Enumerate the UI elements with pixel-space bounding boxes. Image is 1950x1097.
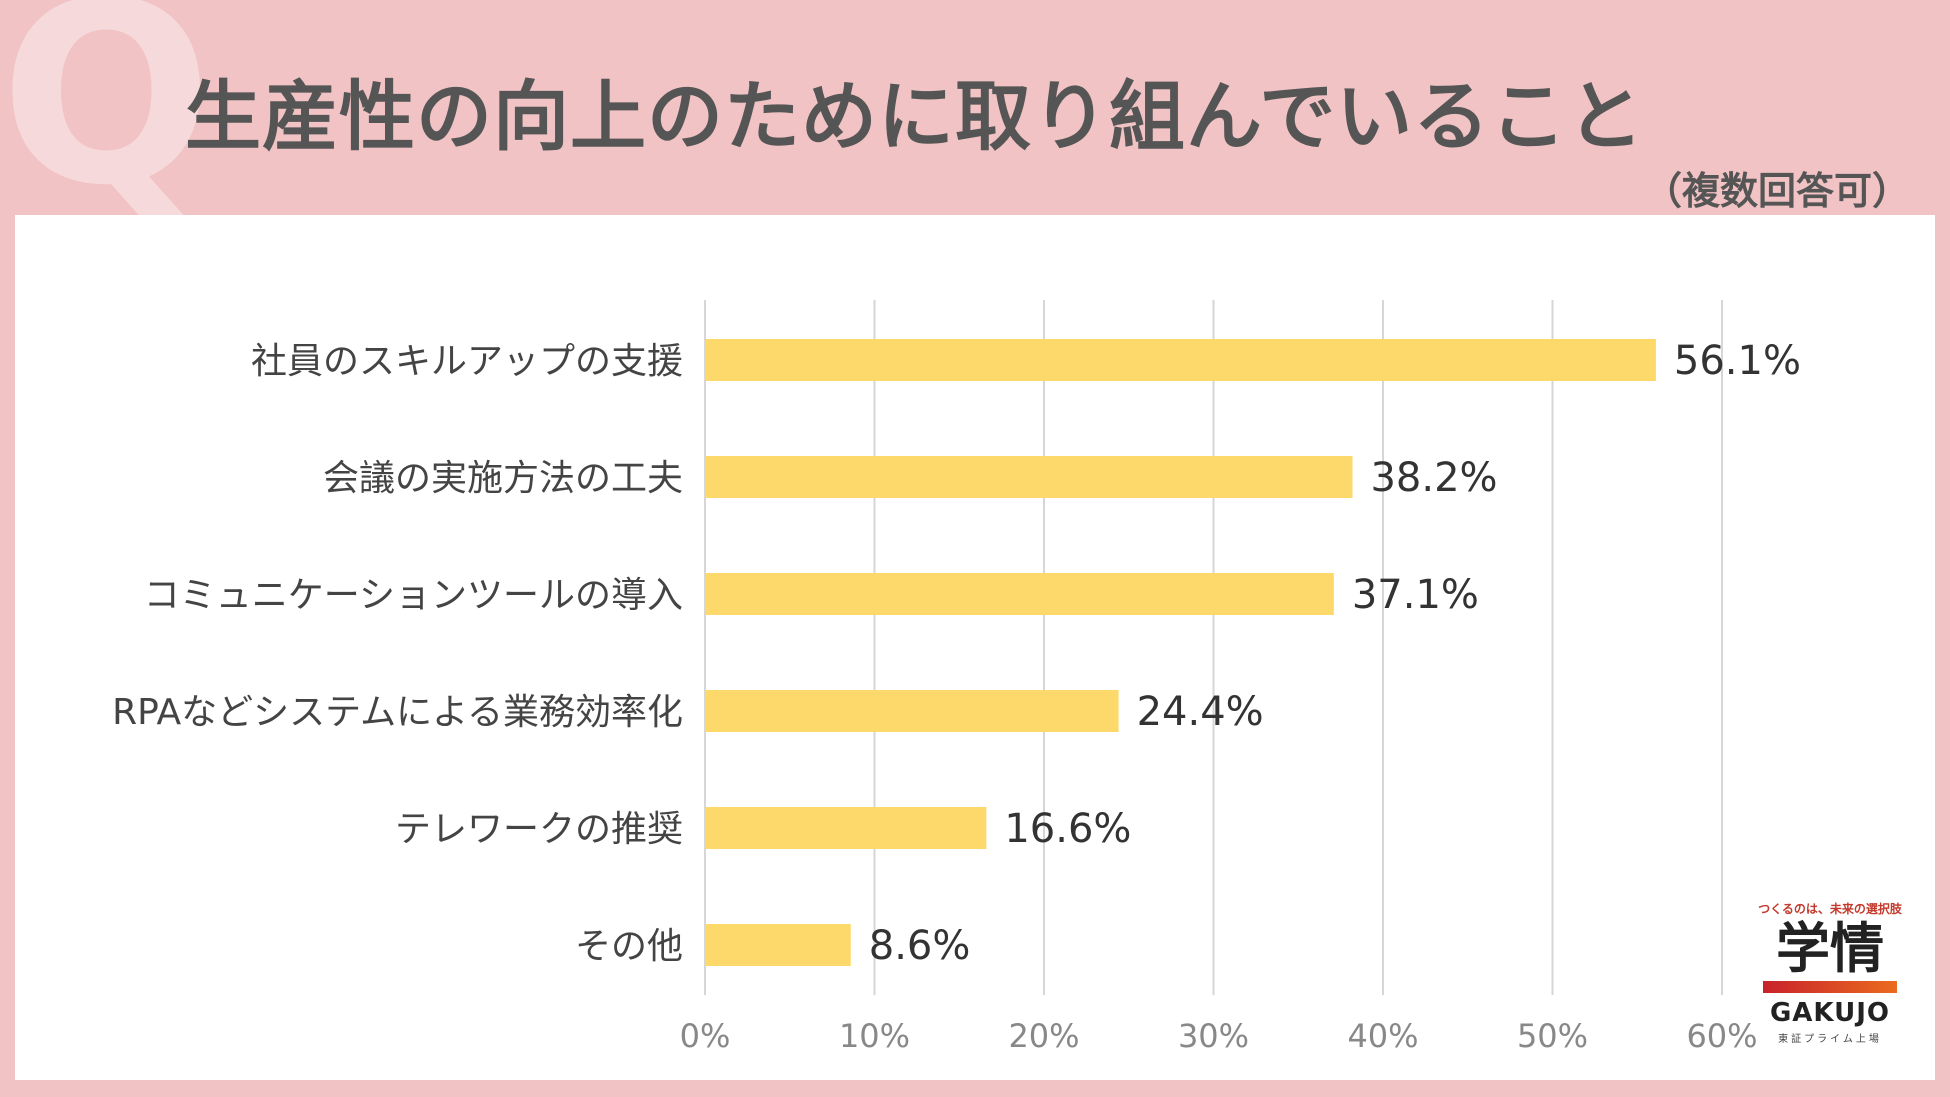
category-label: RPAなどシステムによる業務効率化 — [112, 692, 683, 733]
bar — [705, 807, 987, 849]
x-tick-label: 50% — [1517, 1017, 1588, 1055]
bar-chart: 0% 10% 20% 30% 40% 50% 60% 社員のスキルアップの支援 56.1% 会議の… — [112, 300, 1801, 1055]
x-tick-label: 10% — [839, 1017, 910, 1055]
q-mark: Q — [0, 0, 213, 240]
x-tick-label: 30% — [1178, 1017, 1249, 1055]
category-label: 会議の実施方法の工夫 — [323, 458, 683, 499]
gakujo-logo: つくるのは、未来の選択肢 学情 GAKUJO 東証プライム上場 — [1755, 900, 1905, 1045]
category-label: テレワークの推奨 — [395, 809, 683, 850]
category-label: コミュニケーションツールの導入 — [144, 575, 683, 616]
bar — [705, 924, 851, 966]
page-title: 生産性の向上のために取り組んでいること — [185, 72, 1645, 161]
logo-main: 学情 — [1776, 916, 1884, 980]
value-label: 37.1% — [1352, 572, 1479, 618]
value-label: 16.6% — [1004, 806, 1131, 852]
x-tick-label: 60% — [1686, 1017, 1757, 1055]
category-label: その他 — [575, 926, 683, 967]
bar — [705, 339, 1656, 381]
bar — [705, 456, 1353, 498]
x-tick-label: 0% — [680, 1017, 731, 1055]
chart-panel: 0% 10% 20% 30% 40% 50% 60% 社員のスキルアップの支援 56.1% 会議の… — [15, 215, 1935, 1080]
value-label: 56.1% — [1674, 338, 1801, 384]
category-label: 社員のスキルアップの支援 — [251, 341, 683, 382]
logo-brand: GAKUJO — [1769, 998, 1891, 1029]
x-tick-label: 40% — [1347, 1017, 1418, 1055]
value-label: 24.4% — [1137, 689, 1264, 735]
value-label: 8.6% — [869, 923, 971, 969]
bar — [705, 573, 1334, 615]
value-label: 38.2% — [1370, 455, 1497, 501]
page-subtitle: （複数回答可） — [1643, 169, 1910, 213]
logo-sub: 東証プライム上場 — [1778, 1034, 1882, 1045]
bar — [705, 690, 1119, 732]
logo-bar — [1763, 981, 1897, 994]
logo-tagline: つくるのは、未来の選択肢 — [1758, 901, 1902, 916]
x-tick-label: 20% — [1008, 1017, 1079, 1055]
